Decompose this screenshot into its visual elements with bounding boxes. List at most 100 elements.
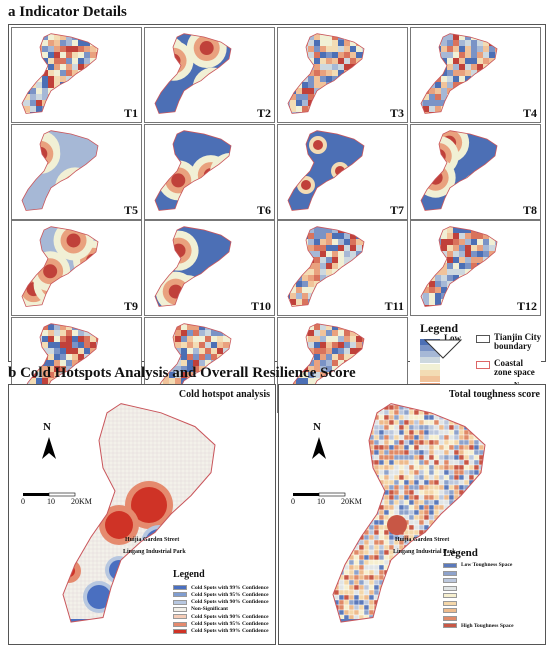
legend-swatch xyxy=(443,570,457,576)
indicator-map-canvas xyxy=(287,129,365,211)
indicator-panel: T1T2T3T4T5T6T7T8T9T10T11T12T13T14T15Lege… xyxy=(8,24,546,413)
legend-high-label: High Toughness Space xyxy=(461,623,514,629)
legend-title: Legend xyxy=(443,547,478,559)
legend-swatch xyxy=(420,357,440,364)
scale-label-10: 10 xyxy=(317,497,325,506)
legend-swatch xyxy=(420,376,440,383)
indicator-map-t5: T5 xyxy=(11,123,142,220)
indicator-map-canvas xyxy=(154,226,232,307)
section-a-title: a Indicator Details xyxy=(8,4,127,20)
legend-low-label: Low xyxy=(444,332,462,343)
cold-hotspot-map: Cold hotspot analysis N 0 10 20KM Huijia… xyxy=(8,384,276,645)
indicator-label-t10: T10 xyxy=(250,299,271,313)
legend-swatch xyxy=(173,606,187,612)
indicator-map-canvas xyxy=(21,129,99,211)
legend-swatch xyxy=(443,578,457,583)
indicator-map-t4: T4 xyxy=(410,27,541,123)
legend-swatch xyxy=(443,615,457,621)
north-arrow-icon xyxy=(42,437,56,459)
indicator-map-canvas xyxy=(21,226,99,307)
indicator-map-t11: T11 xyxy=(277,220,408,316)
toughness-map: Total toughness score N 0 10 20KM Huijia… xyxy=(278,384,546,645)
legend-swatch xyxy=(173,585,187,590)
legend-swatch xyxy=(420,351,440,358)
legend-swatch xyxy=(173,628,187,634)
legend-title: Legend xyxy=(420,320,459,335)
legend-item-label: Cold Spots with 90% Confidence xyxy=(191,599,269,606)
indicator-map-canvas xyxy=(287,226,365,307)
indicator-map-canvas xyxy=(420,33,498,114)
legend-item-label: Cold Spots with 95% Confidence xyxy=(191,621,269,627)
indicator-map-t2: T2 xyxy=(144,27,275,123)
indicator-map-canvas xyxy=(287,33,365,114)
legend-swatch xyxy=(173,599,187,605)
scale-label-10: 10 xyxy=(47,497,55,506)
place-label-huijia: Huijia Garden Street xyxy=(395,537,450,543)
legend-item-label: Cold Spots with 99% Confidence xyxy=(191,628,269,635)
scale-label-20km: 20KM xyxy=(71,497,92,506)
indicator-map-canvas xyxy=(154,129,232,211)
boundary-swatch xyxy=(476,334,490,343)
legend-swatch xyxy=(173,621,187,627)
indicator-label-t11: T11 xyxy=(384,299,404,313)
indicator-label-t12: T12 xyxy=(516,299,537,313)
indicator-map-t6: T6 xyxy=(144,123,275,220)
legend-title: Legend xyxy=(173,569,205,580)
indicator-label-t2: T2 xyxy=(256,106,271,120)
cold-hotspot-title: Cold hotspot analysis xyxy=(178,389,270,400)
legend-item-label: Cold Spots with 95% Confidence xyxy=(191,591,269,598)
arrow-down-icon xyxy=(423,339,463,359)
north-arrow-icon xyxy=(312,437,326,459)
indicator-map-t12: T12 xyxy=(410,220,541,316)
indicator-label-t7: T7 xyxy=(389,202,404,217)
section-b-title: b Cold Hotspots Analysis and Overall Res… xyxy=(8,365,356,381)
boundary-label: Tianjin City boundary xyxy=(494,331,541,351)
legend-swatch xyxy=(173,592,187,598)
indicator-label-t9: T9 xyxy=(123,299,138,313)
legend-swatch xyxy=(443,600,457,606)
legend-item-label: Cold Spots with 90% Confidence xyxy=(191,613,269,620)
indicator-label-t1: T1 xyxy=(123,106,138,120)
legend-swatch xyxy=(173,614,187,620)
cold-hotspot-map-canvas xyxy=(23,403,216,623)
coastal-label: Coastal zone space xyxy=(494,357,535,377)
indicator-label-t6: T6 xyxy=(256,202,271,217)
indicator-label-t3: T3 xyxy=(389,106,404,120)
indicator-map-t3: T3 xyxy=(277,27,408,123)
scale-label-0: 0 xyxy=(21,497,25,506)
indicator-label-t8: T8 xyxy=(522,202,537,217)
place-label-lingang: Lingang Industrial Park xyxy=(123,549,186,555)
legend-swatch xyxy=(420,370,440,376)
scale-bar xyxy=(293,492,346,497)
legend-swatch xyxy=(420,344,440,351)
scale-label-20km: 20KM xyxy=(341,497,362,506)
indicator-label-t4: T4 xyxy=(522,106,537,120)
scale-bar xyxy=(23,492,76,497)
north-label: N xyxy=(43,421,51,433)
indicator-map-t9: T9 xyxy=(11,220,142,316)
indicator-label-t5: T5 xyxy=(123,202,138,217)
indicator-map-t7: T7 xyxy=(277,123,408,220)
indicator-map-t10: T10 xyxy=(144,220,275,316)
indicator-map-t8: T8 xyxy=(410,123,541,220)
indicator-map-canvas xyxy=(21,33,99,114)
legend-swatch xyxy=(443,593,457,598)
place-label-huijia: Huijia Garden Street xyxy=(125,537,180,543)
legend-swatch xyxy=(443,623,457,628)
legend-item-label: Non-Significant xyxy=(191,606,228,613)
legend-low-label: Low Toughness Space xyxy=(461,562,513,568)
legend-swatch xyxy=(420,363,440,370)
indicator-map-canvas xyxy=(420,129,498,211)
legend-item-label: Cold Spots with 99% Confidence xyxy=(191,584,269,591)
legend-swatch xyxy=(443,585,457,591)
legend-swatch xyxy=(443,563,457,568)
indicator-map-canvas xyxy=(154,33,232,114)
coastal-swatch xyxy=(476,360,490,369)
toughness-title: Total toughness score xyxy=(448,389,540,400)
indicator-map-canvas xyxy=(420,226,498,307)
place-label-lingang: Lingang Industrial Park xyxy=(393,549,456,555)
scale-label-0: 0 xyxy=(291,497,295,506)
indicator-map-t1: T1 xyxy=(11,27,142,123)
north-label: N xyxy=(313,421,321,433)
legend-swatch xyxy=(443,608,457,613)
